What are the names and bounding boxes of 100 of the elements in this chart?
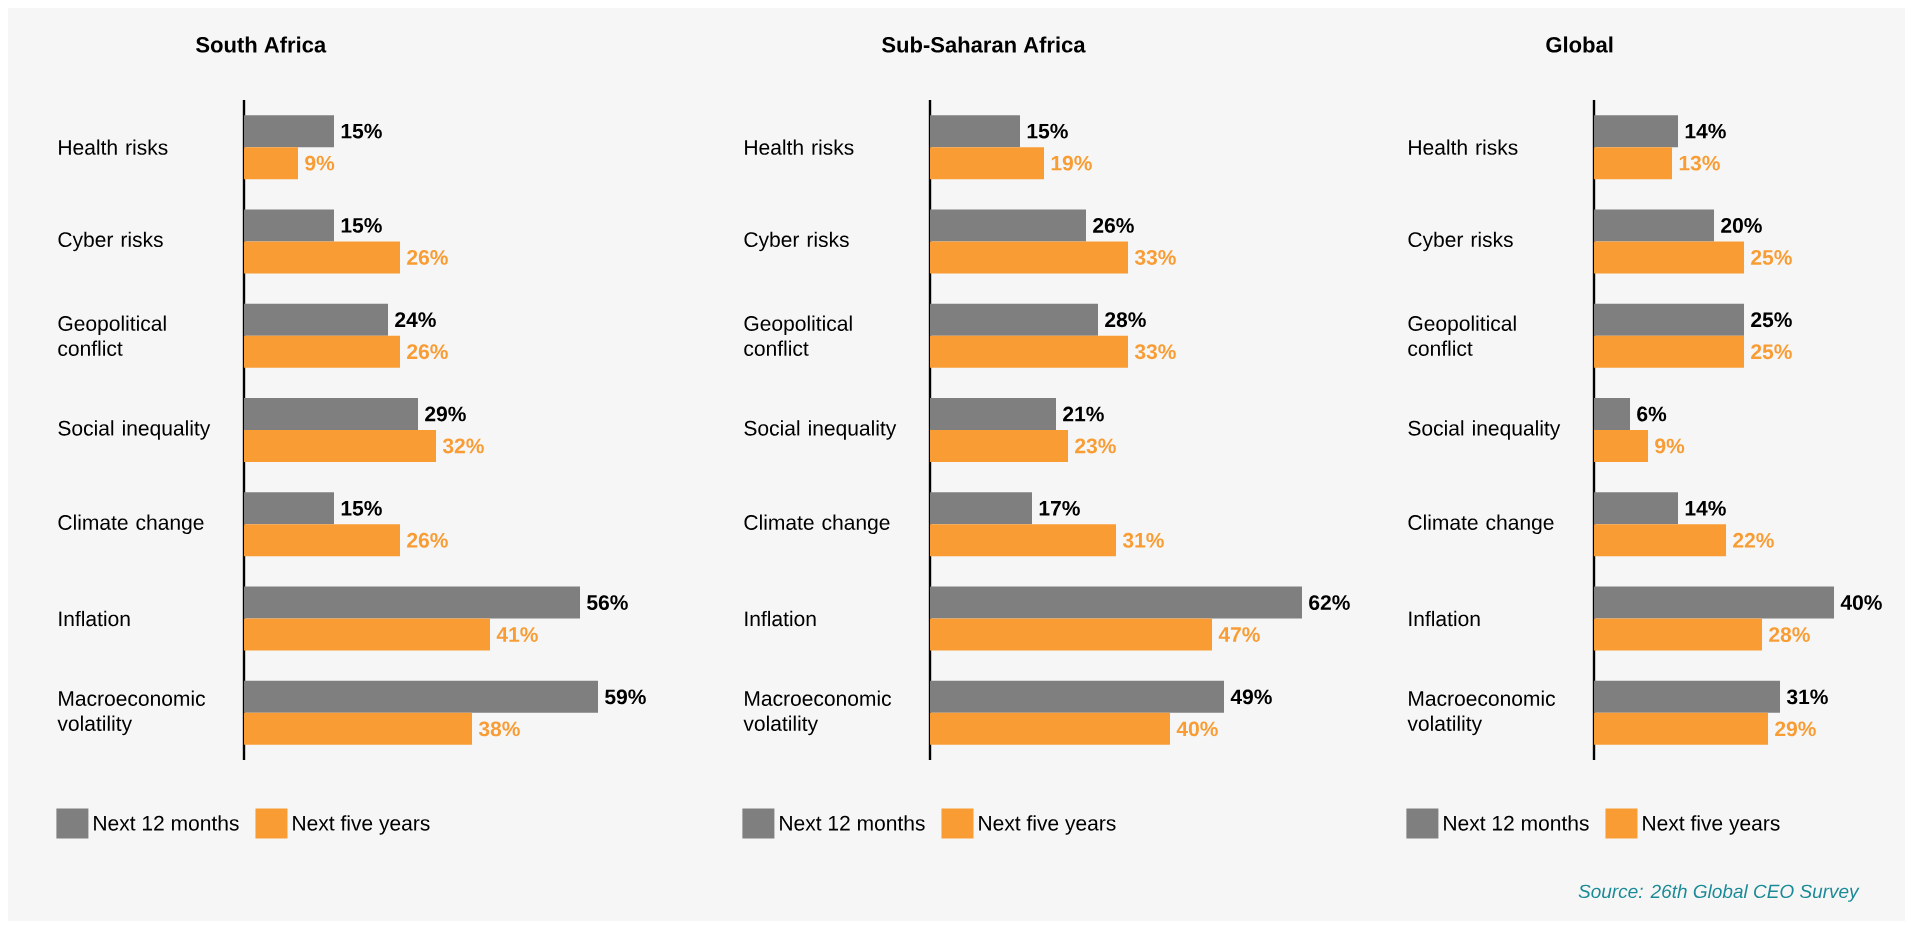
- bar: [1594, 712, 1769, 745]
- bar: [244, 335, 400, 368]
- y-tick-label: Climate change: [744, 514, 890, 535]
- bar: [930, 429, 1068, 462]
- bar: [1594, 115, 1679, 148]
- data-label: 26%: [1093, 218, 1134, 233]
- y-tick-label: Health risks: [59, 139, 168, 155]
- legend-label: Next five years: [979, 815, 1116, 835]
- data-label: 15%: [1027, 123, 1068, 139]
- legend-label: Next 12 months: [1444, 815, 1589, 831]
- bar: [1594, 241, 1745, 274]
- data-label: 25%: [1751, 312, 1792, 328]
- data-label: 26%: [407, 532, 448, 548]
- legend-label: Next 12 months: [94, 815, 239, 831]
- bar: [930, 115, 1020, 148]
- y-tick-label: Geopolitical conflict: [1408, 315, 1516, 356]
- y-tick-label: Social inequality: [1408, 420, 1561, 440]
- y-tick-label: Social inequality: [744, 420, 897, 440]
- bar: [930, 303, 1098, 336]
- data-label: 25%: [1751, 344, 1792, 360]
- data-label: 31%: [1786, 689, 1828, 705]
- bar: [1594, 209, 1715, 242]
- data-label: 9%: [305, 155, 335, 171]
- data-label: 24%: [395, 312, 436, 328]
- bar: [244, 618, 490, 651]
- bar: [244, 492, 334, 525]
- data-label: 40%: [1840, 595, 1882, 611]
- chart-title: Global: [1546, 36, 1613, 53]
- y-tick-label: Social inequality: [58, 420, 211, 440]
- bar: [244, 303, 388, 336]
- data-label: 6%: [1637, 406, 1667, 422]
- data-label: 23%: [1075, 438, 1116, 454]
- y-tick-label: Cyber risks: [744, 231, 849, 252]
- bar: [1594, 147, 1673, 180]
- bar: [930, 680, 1224, 713]
- data-label: 62%: [1309, 595, 1350, 611]
- bar: [1594, 429, 1649, 462]
- y-tick-label: Climate change: [58, 514, 204, 535]
- y-tick-label: Cyber risks: [1408, 231, 1513, 252]
- data-label: 17%: [1039, 500, 1080, 516]
- bar: [1594, 618, 1763, 651]
- data-label: 49%: [1230, 689, 1272, 705]
- data-label: 29%: [1775, 721, 1816, 737]
- bar: [930, 712, 1170, 745]
- data-label: 15%: [341, 500, 382, 516]
- bar: [930, 618, 1212, 651]
- chart-title: South Africa: [196, 36, 327, 53]
- data-label: 14%: [1685, 123, 1726, 139]
- bar: [244, 397, 419, 430]
- bar: [244, 712, 473, 745]
- y-tick-label: Inflation: [745, 610, 816, 627]
- y-tick-label: Inflation: [59, 610, 130, 627]
- y-tick-label: Inflation: [1409, 610, 1480, 627]
- bar: [244, 147, 298, 180]
- bar: [930, 524, 1116, 557]
- data-label: 14%: [1685, 500, 1726, 516]
- bar: [244, 209, 334, 242]
- data-label: 22%: [1733, 532, 1774, 548]
- bar: [1594, 492, 1679, 525]
- bar: [1594, 680, 1781, 713]
- bar: [244, 524, 400, 557]
- data-label: 19%: [1051, 155, 1092, 171]
- data-label: 15%: [341, 218, 382, 233]
- y-tick-label: Macroeconomic volatility: [57, 690, 206, 736]
- bar: [930, 147, 1044, 180]
- data-label: 9%: [1655, 438, 1685, 454]
- bar: [930, 397, 1056, 430]
- bar: [244, 586, 581, 619]
- data-label: 25%: [1751, 250, 1792, 265]
- bar: [930, 586, 1302, 619]
- bar: [1594, 397, 1631, 430]
- y-tick-label: Geopolitical conflict: [744, 315, 852, 356]
- y-tick-label: Macroeconomic volatility: [743, 690, 892, 736]
- data-label: 21%: [1063, 406, 1104, 422]
- bar: [244, 429, 436, 462]
- data-label: 38%: [478, 721, 520, 737]
- bar: [244, 115, 334, 148]
- bar: [930, 241, 1128, 274]
- bar: [1594, 524, 1727, 557]
- data-label: 26%: [407, 250, 448, 265]
- data-label: 28%: [1105, 312, 1146, 328]
- legend-label: Next five years: [293, 815, 430, 835]
- y-tick-label: Health risks: [745, 139, 854, 155]
- data-label: 20%: [1721, 218, 1762, 233]
- data-label: 26%: [407, 344, 448, 360]
- legend-label: Next 12 months: [780, 815, 925, 831]
- bar: [244, 241, 400, 274]
- y-tick-label: Macroeconomic volatility: [1407, 690, 1556, 736]
- data-label: 59%: [605, 689, 646, 705]
- bar: [244, 680, 599, 713]
- data-label: 41%: [496, 627, 538, 642]
- y-tick-label: Cyber risks: [58, 231, 163, 252]
- legend-label: Next five years: [1643, 815, 1780, 835]
- bar: [1594, 303, 1745, 336]
- bar: [1594, 335, 1745, 368]
- data-label: 28%: [1769, 627, 1810, 643]
- data-label: 13%: [1679, 155, 1720, 171]
- data-label: 56%: [587, 595, 628, 611]
- data-label: 32%: [442, 438, 484, 454]
- data-label: 31%: [1122, 532, 1164, 548]
